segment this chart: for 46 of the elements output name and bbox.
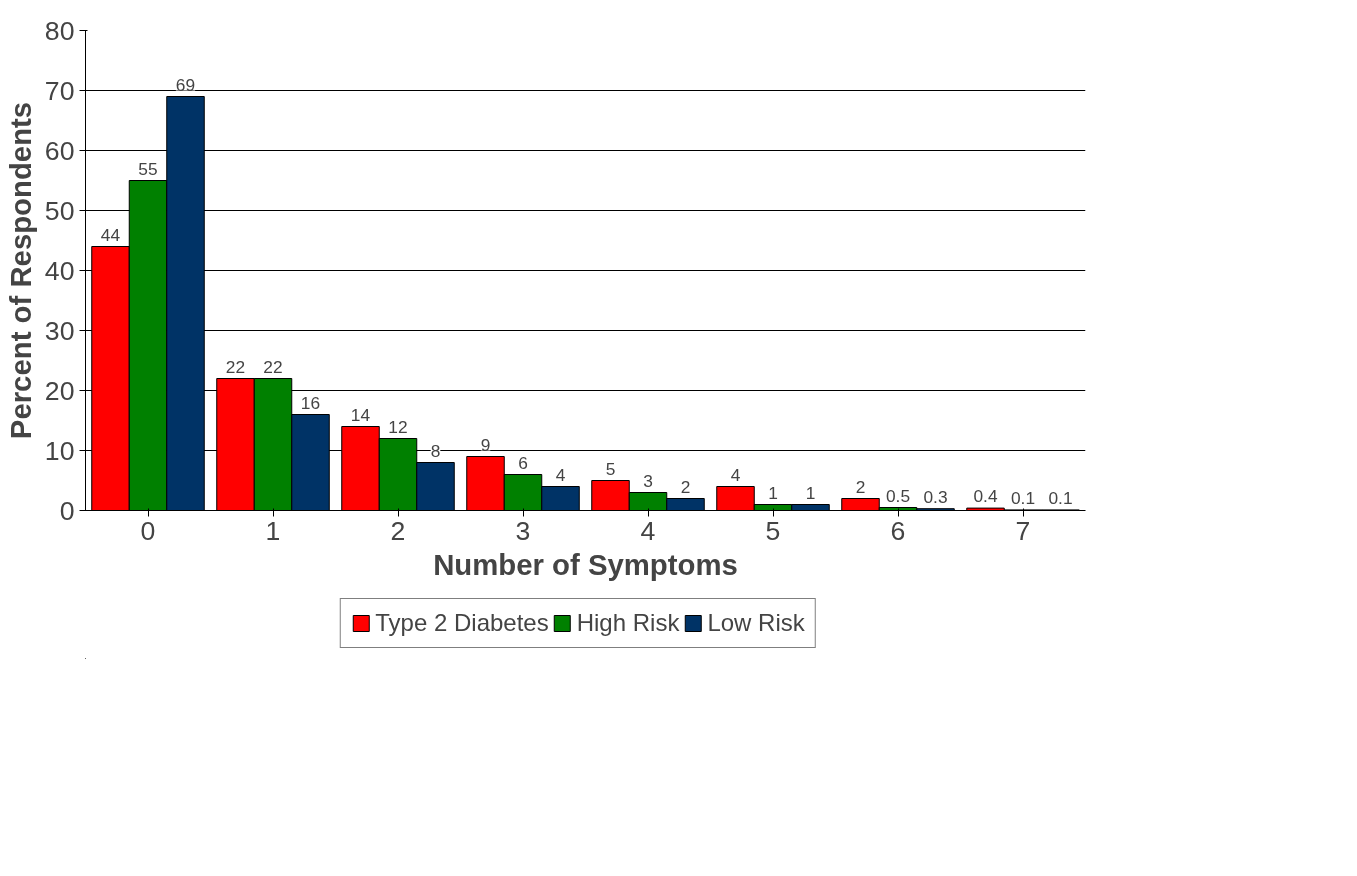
data-label: 55 (138, 158, 158, 179)
data-label: 0.1 (1010, 487, 1036, 508)
legend-label: Low Risk (707, 609, 805, 637)
data-label: 12 (388, 416, 408, 437)
y-axis-title: Percent of Respondents (3, 101, 37, 440)
data-label: 3 (643, 470, 653, 491)
x-tick-label: 0 (140, 515, 156, 546)
data-label: 2 (680, 476, 691, 497)
data-label: 0.4 (973, 486, 998, 507)
data-label: 16 (300, 392, 321, 413)
x-tick-label: 7 (1015, 515, 1031, 546)
y-tick-label: 40 (44, 255, 75, 286)
y-tick-label: 0 (59, 495, 75, 526)
x-tick-label: 4 (640, 515, 656, 546)
data-label: 5 (605, 458, 616, 479)
data-label: 4 (555, 464, 566, 485)
data-label: 0.1 (1048, 487, 1073, 508)
data-label: 14 (350, 404, 371, 425)
x-tick-label: 1 (265, 515, 281, 546)
y-tick-label: 10 (44, 435, 75, 466)
y-tick-label: 80 (44, 15, 75, 46)
data-label: 0.3 (923, 486, 948, 507)
x-tick-label: 3 (515, 515, 531, 546)
data-label: 9 (480, 434, 491, 455)
y-tick-label: 30 (44, 315, 75, 346)
x-tick-label: 2 (390, 515, 406, 546)
x-axis-title: Number of Symptoms (433, 547, 738, 581)
x-tick-label: 5 (765, 515, 781, 546)
data-label: 2 (855, 476, 866, 497)
data-label: 1 (805, 482, 816, 503)
data-label: 69 (175, 74, 196, 95)
data-label: 1 (768, 482, 778, 503)
legend-label: Type 2 Diabetes (375, 609, 549, 637)
data-label: 8 (430, 440, 441, 461)
data-label: 6 (518, 452, 528, 473)
y-tick-label: 60 (44, 135, 75, 166)
legend-label: High Risk (576, 609, 680, 637)
data-label: 4 (730, 464, 741, 485)
y-tick-label: 20 (44, 375, 75, 406)
data-label: 22 (263, 356, 283, 377)
x-tick-label: 6 (890, 515, 906, 546)
y-tick-label: 50 (44, 195, 75, 226)
data-label: 22 (225, 356, 246, 377)
y-tick-label: 70 (44, 75, 75, 106)
data-label: 44 (100, 224, 121, 245)
data-label: 0.5 (885, 485, 911, 506)
